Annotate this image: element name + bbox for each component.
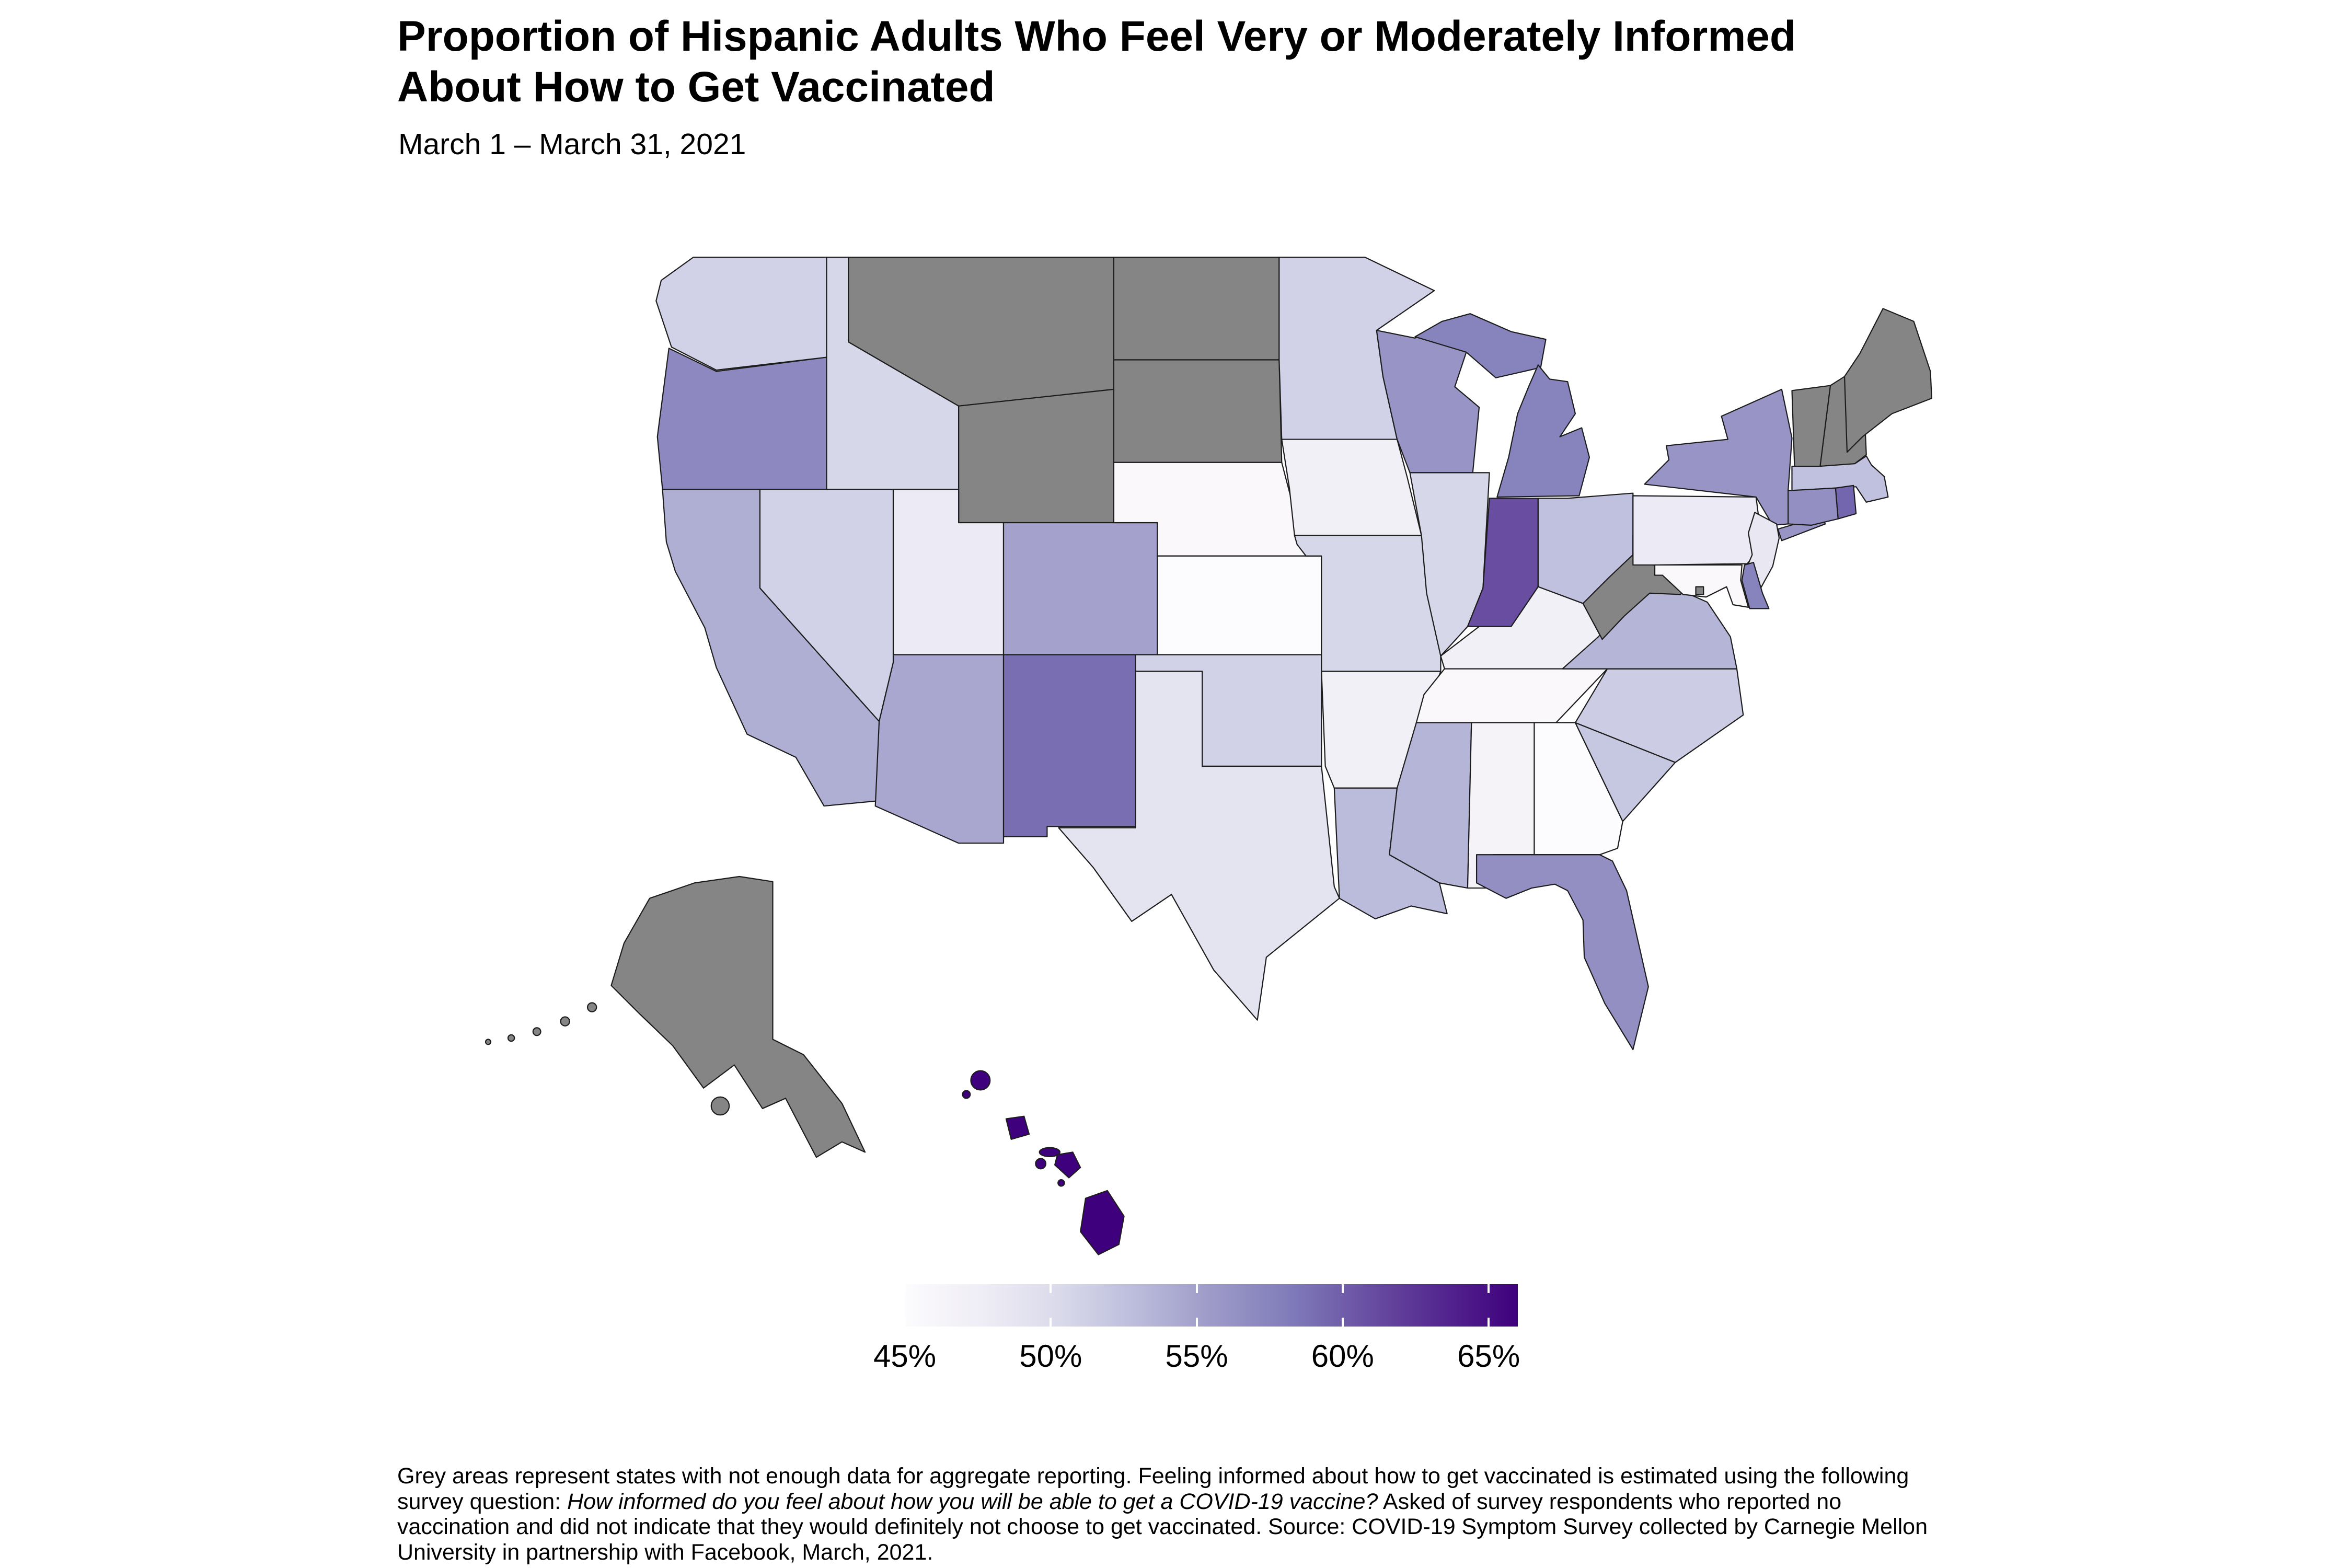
legend-label-55: 55%: [1165, 1339, 1228, 1374]
state-hi: [970, 1070, 991, 1091]
chart-title: Proportion of Hispanic Adults Who Feel V…: [397, 11, 1796, 113]
state-sd: [1113, 359, 1283, 463]
color-legend: 45% 50% 55% 60% 65%: [873, 1284, 1520, 1399]
state-hi: [1035, 1158, 1047, 1170]
footnote-text-segment: Asked of survey respondents who reported…: [1378, 1489, 1842, 1514]
footnote-line-4: University in partnership with Facebook,…: [397, 1540, 2206, 1565]
state-ak: [507, 1034, 515, 1042]
state-hi: [962, 1090, 971, 1099]
legend-gradient-bar: [904, 1284, 1518, 1327]
state-ak: [586, 1002, 597, 1012]
state-me: [1843, 308, 1932, 453]
state-wy: [958, 388, 1115, 524]
state-il: [1409, 472, 1490, 657]
footnote-line-1: Grey areas represent states with not eno…: [397, 1463, 2206, 1489]
state-mi: [1496, 364, 1590, 498]
state-ak: [710, 1096, 730, 1116]
state-hi: [1080, 1190, 1125, 1255]
legend-tick-labels: 45% 50% 55% 60% 65%: [873, 1338, 1520, 1380]
state-md: [1654, 564, 1749, 608]
state-de: [1741, 561, 1770, 609]
state-nm: [1002, 654, 1136, 838]
state-ks: [1157, 555, 1322, 655]
state-az: [874, 654, 1005, 844]
legend-label-65: 65%: [1457, 1339, 1520, 1374]
state-fl: [1475, 854, 1649, 1051]
state-ak: [485, 1039, 491, 1045]
legend-tick-60: [1341, 1318, 1344, 1327]
legend-tick-60: [1341, 1284, 1344, 1293]
state-ak: [610, 875, 866, 1158]
state-ct: [1788, 487, 1839, 526]
chart-title-line-2: About How to Get Vaccinated: [397, 63, 995, 111]
footnote-text-segment: vaccination and did not indicate that th…: [397, 1514, 1928, 1540]
state-ak: [532, 1027, 541, 1036]
state-pa: [1632, 495, 1763, 566]
state-mi: [1414, 313, 1547, 378]
footnote-text-segment: University in partnership with Facebook,…: [397, 1539, 933, 1565]
footnote-text-segment: survey question:: [397, 1489, 568, 1514]
state-ia: [1281, 439, 1422, 536]
legend-label-45: 45%: [873, 1339, 937, 1374]
state-ak: [560, 1016, 570, 1027]
state-or: [656, 348, 830, 490]
state-nd: [1113, 257, 1280, 361]
legend-tick-55: [1195, 1318, 1198, 1327]
us-map: [485, 257, 1932, 1255]
state-hi: [1005, 1115, 1030, 1140]
footnote-line-2: survey question: How informed do you fee…: [397, 1489, 2206, 1515]
legend-tick-65: [1488, 1318, 1490, 1327]
state-hi: [1054, 1151, 1081, 1179]
legend-tick-55: [1195, 1284, 1198, 1293]
chart-title-line-1: Proportion of Hispanic Adults Who Feel V…: [397, 13, 1796, 60]
state-hi: [1057, 1179, 1065, 1187]
chart-subtitle: March 1 – March 31, 2021: [398, 128, 746, 161]
footnote-text-segment: Grey areas represent states with not eno…: [397, 1463, 1909, 1489]
legend-tick-45: [904, 1318, 906, 1327]
legend-tick-45: [904, 1284, 906, 1293]
state-hi: [1039, 1147, 1061, 1158]
legend-tick-65: [1488, 1284, 1490, 1293]
legend-tick-50: [1050, 1318, 1052, 1327]
state-tx: [1058, 671, 1340, 1021]
legend-tick-50: [1050, 1284, 1052, 1293]
state-co: [1002, 522, 1158, 655]
legend-label-60: 60%: [1311, 1339, 1374, 1374]
state-wa: [655, 257, 827, 371]
footnote-survey-question: How informed do you feel about how you w…: [567, 1489, 1378, 1514]
footnote-line-3: vaccination and did not indicate that th…: [397, 1514, 2206, 1540]
legend-label-50: 50%: [1019, 1339, 1082, 1374]
state-tn: [1415, 668, 1608, 723]
state-dc: [1695, 586, 1704, 595]
footnote: Grey areas represent states with not eno…: [397, 1463, 2206, 1565]
state-ri: [1835, 485, 1857, 520]
